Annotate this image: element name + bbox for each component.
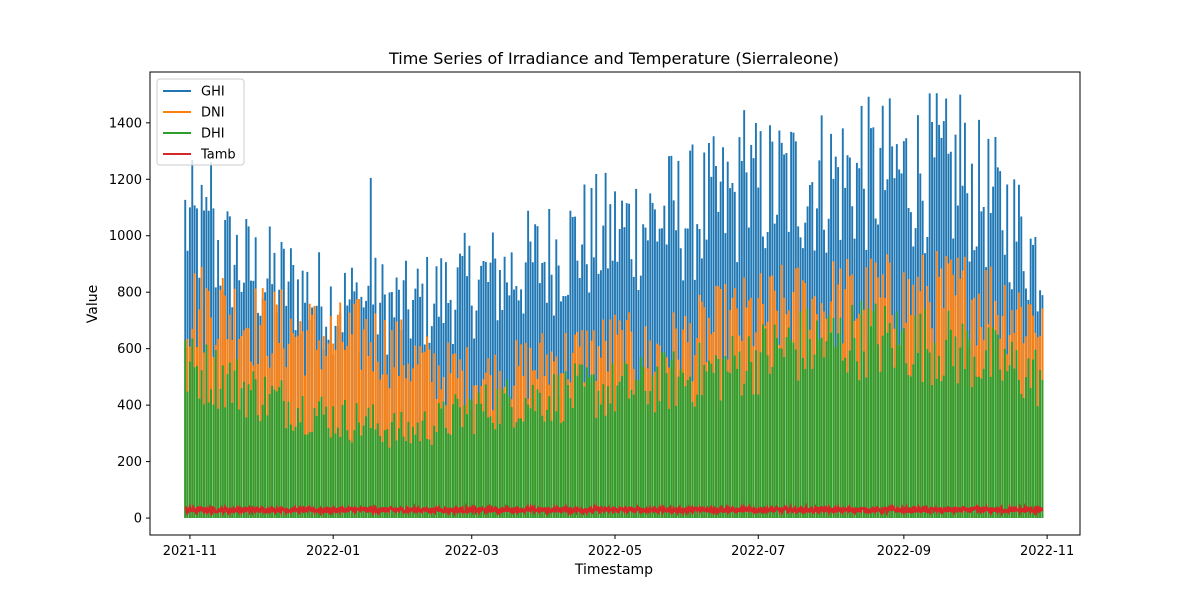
x-tick-label: 2022-03: [445, 544, 499, 559]
y-tick-label: 400: [117, 399, 142, 414]
y-axis: 0 200 400 600 800 1000 1200 1400: [109, 116, 150, 527]
legend-label-ghi: GHI: [201, 85, 225, 100]
y-tick-label: 200: [117, 455, 142, 470]
y-tick-label: 0: [134, 512, 142, 527]
plot-area: [149, 71, 1081, 536]
series-dhi-line: [184, 300, 1044, 519]
x-axis: 2021-11 2022-01 2022-03 2022-05 2022-07 2022-…: [163, 535, 1074, 559]
legend-box: [156, 78, 245, 166]
legend-label-tamb: Tamb: [200, 148, 236, 163]
legend-label-dni: DNI: [201, 106, 225, 121]
series-tamb-line: [184, 502, 1044, 518]
x-tick-label: 2022-09: [877, 544, 931, 559]
y-tick-label: 1200: [109, 173, 142, 188]
x-tick-label: 2021-11: [163, 544, 217, 559]
x-tick-label: 2022-05: [588, 544, 642, 559]
legend-label-dhi: DHI: [201, 127, 225, 142]
y-tick-label: 1000: [109, 229, 142, 244]
x-tick-label: 2022-07: [731, 544, 785, 559]
x-tick-label: 2022-11: [1020, 544, 1074, 559]
y-tick-label: 600: [117, 342, 142, 357]
chart-title: Time Series of Irradiance and Temperatur…: [388, 49, 839, 68]
legend: GHI DNI DHI Tamb: [156, 78, 245, 166]
y-axis-label: Value: [85, 285, 101, 323]
x-axis-label: Timestamp: [574, 562, 653, 578]
series-layer: [184, 93, 1044, 519]
x-tick-label: 2022-01: [306, 544, 360, 559]
y-tick-label: 800: [117, 286, 142, 301]
y-tick-label: 1400: [109, 116, 142, 131]
